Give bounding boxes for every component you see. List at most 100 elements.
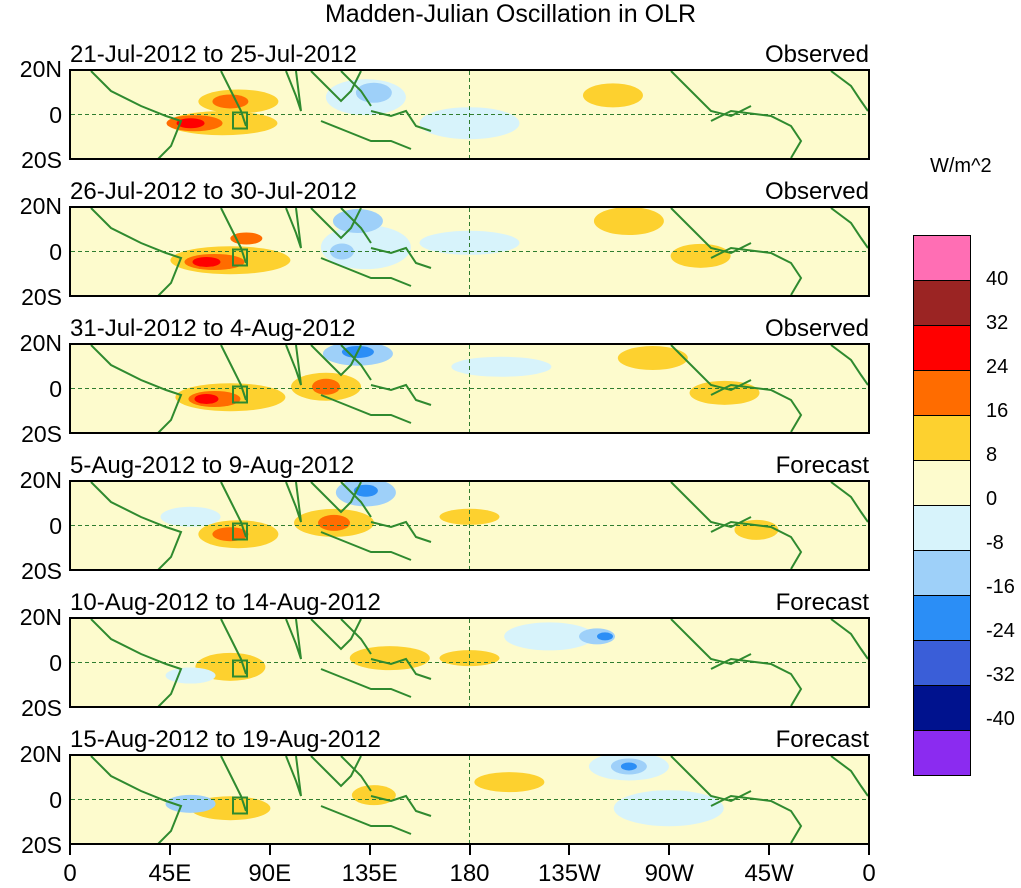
coastline: [340, 756, 372, 792]
y-tick-label: 20N: [19, 56, 62, 82]
colorbar-swatch: [913, 415, 971, 460]
colorbar-label: -32: [986, 664, 1015, 686]
x-tick-mark: [868, 845, 870, 855]
map-panel: [69, 69, 870, 160]
colorbar-swatch: [913, 370, 971, 415]
colorbar-swatch: [913, 550, 971, 595]
colorbar-label: 32: [986, 312, 1009, 334]
anomaly-contour: [351, 785, 396, 806]
coastline: [710, 794, 803, 843]
coastline: [320, 805, 412, 835]
x-tick-mark: [468, 845, 471, 855]
x-tick-mark: [568, 845, 571, 855]
colorbar-swatch: [913, 505, 971, 550]
anomaly-contour: [734, 519, 779, 540]
y-tick-label: 20N: [19, 467, 62, 493]
anomaly-contour: [439, 508, 500, 525]
colorbar-units: W/m^2: [930, 155, 992, 177]
coastline: [285, 208, 302, 249]
y-tick-label: 20S: [21, 147, 62, 173]
x-tick-mark: [268, 845, 271, 855]
panel-period-label: 5-Aug-2012 to 9-Aug-2012: [70, 452, 355, 479]
coastline: [340, 71, 372, 107]
anomaly-contour: [451, 356, 552, 377]
y-tick-label: 20N: [19, 604, 62, 630]
coastline: [370, 794, 432, 817]
y-tick-label: 0: [49, 786, 62, 813]
colorbar-swatch: [913, 730, 971, 776]
anomaly-contour: [312, 378, 341, 395]
coastline: [710, 520, 803, 569]
y-tick-label: 20N: [19, 193, 62, 219]
coastline: [285, 482, 302, 523]
anomaly-contour: [165, 667, 216, 684]
coastline: [340, 208, 372, 244]
colorbar-label: -16: [986, 576, 1015, 598]
coastline: [310, 619, 362, 651]
colorbar-swatch: [913, 595, 971, 640]
anomaly-contour: [689, 380, 760, 405]
x-tick-label: 90E: [248, 860, 292, 887]
x-tick-mark: [69, 845, 71, 855]
coastline: [830, 208, 868, 249]
coastline: [320, 394, 412, 424]
coastline: [370, 383, 432, 406]
colorbar-label: -24: [986, 620, 1015, 642]
coastline: [710, 657, 803, 706]
coastline: [285, 619, 302, 660]
coastline: [220, 345, 247, 401]
coastline: [370, 246, 432, 269]
coastline: [285, 345, 302, 386]
x-tick-label: 0: [63, 860, 77, 887]
y-tick-label: 0: [49, 238, 62, 265]
region-box: [232, 659, 248, 678]
coastline: [90, 482, 183, 569]
panel-period-label: 21-Jul-2012 to 25-Jul-2012: [70, 41, 357, 68]
coastline: [320, 257, 412, 287]
anomaly-contour: [329, 243, 354, 260]
anomaly-contour: [160, 506, 221, 527]
coastline: [830, 482, 868, 523]
coastline: [710, 109, 803, 158]
colorbar-swatch: [913, 460, 971, 505]
coastline: [340, 345, 372, 381]
x-tick-label: 90W: [644, 860, 694, 887]
anomaly-contour: [332, 209, 383, 234]
coastline: [220, 208, 247, 264]
anomaly-contour: [176, 118, 205, 129]
colorbar-label: -40: [986, 708, 1015, 730]
colorbar-swatch: [913, 640, 971, 685]
colorbar-swatch: [913, 325, 971, 370]
colorbar-label: 16: [986, 400, 1009, 422]
y-tick-label: 20N: [19, 330, 62, 356]
coastline: [285, 756, 302, 797]
anomaly-contour: [593, 208, 664, 236]
coastline: [670, 482, 752, 529]
panel-period-label: 26-Jul-2012 to 30-Jul-2012: [70, 178, 357, 205]
anomaly-contour: [349, 646, 430, 671]
anomaly-contour: [670, 243, 731, 268]
coastline: [90, 208, 183, 295]
region-box: [232, 111, 248, 130]
coastline: [90, 756, 183, 843]
colorbar-label: 8: [986, 444, 998, 466]
chart-title: Madden-Julian Oscillation in OLR: [324, 0, 696, 28]
y-tick-label: 0: [49, 649, 62, 676]
coastline: [830, 756, 868, 797]
y-tick-label: 20S: [21, 832, 62, 858]
map-panel: [69, 754, 870, 845]
map-panel: [69, 343, 870, 434]
y-tick-label: 20N: [19, 741, 62, 767]
panel-kind-label: Forecast: [775, 589, 869, 616]
coastline: [220, 482, 247, 538]
coastline: [220, 756, 247, 812]
y-tick-label: 20S: [21, 558, 62, 584]
x-tick-label: 45W: [744, 860, 794, 887]
anomaly-contour: [613, 790, 724, 827]
coastline: [90, 345, 183, 432]
coastline: [830, 71, 868, 112]
map-panel: [69, 480, 870, 571]
panel-kind-label: Forecast: [775, 726, 869, 753]
panel-period-label: 10-Aug-2012 to 14-Aug-2012: [70, 589, 381, 616]
map-panel: [69, 206, 870, 297]
